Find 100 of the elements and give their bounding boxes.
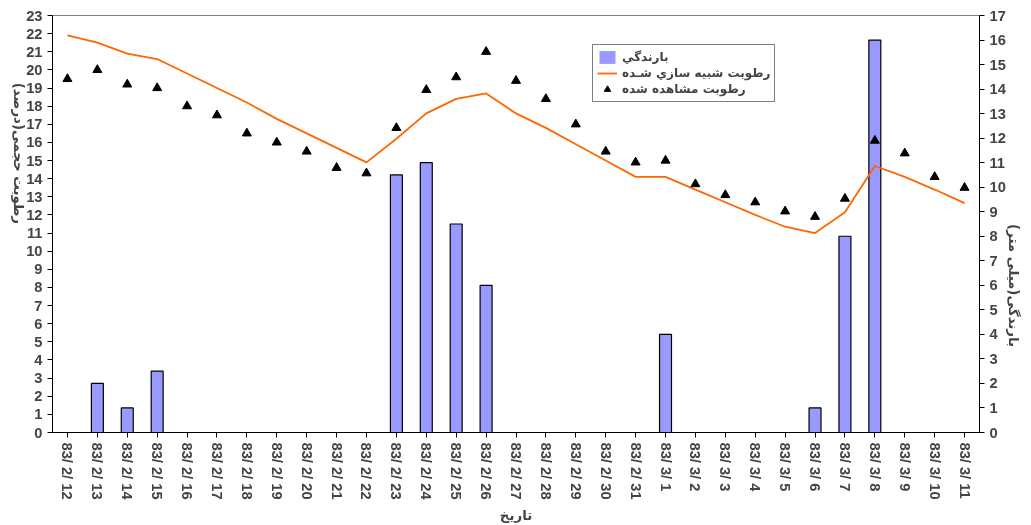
y2-tick-label: 1 [989,399,998,416]
point [929,171,940,180]
point [451,71,462,81]
y2-tick-label: 7 [989,252,998,269]
x-tick-label: 83/ 2/ 29 [567,442,584,500]
point [211,109,222,119]
y-tick-label: 3 [34,370,43,387]
x-tick-label: 83/ 2/ 15 [149,442,166,500]
legend-label: رطوبت شبيه سازي شـده [622,65,771,81]
x-tick-label: 83/ 2/ 12 [59,442,76,500]
y2-tick-label: 16 [989,32,1006,49]
point [92,64,103,73]
x-tick-label: 83/ 3/ 1 [657,442,674,492]
legend-label: بارندگي [622,49,669,65]
x-tick-label: 83/ 2/ 13 [89,442,106,500]
point [421,84,432,93]
y2-tick-label: 11 [989,154,1005,171]
y2-tick-label: 4 [989,326,999,343]
y-tick-label: 18 [26,98,43,115]
point [331,162,342,171]
y2-tick-label: 8 [989,228,998,245]
point [720,189,731,199]
y2-tick-label: 14 [989,81,1007,98]
y-tick-label: 2 [34,388,43,405]
x-tick-label: 83/ 3/ 8 [866,442,883,492]
y-tick-label: 19 [26,80,43,97]
point [750,196,761,206]
point [481,46,492,55]
y2-tick-label: 3 [989,350,998,367]
point [182,100,193,110]
x-tick-label: 83/ 3/ 10 [926,442,943,500]
x-tick-label: 83/ 2/ 22 [358,442,375,500]
x-tick-label: 83/ 2/ 21 [328,442,345,500]
legend-label: رطوبت مشاهده شده [622,81,746,97]
point [600,145,611,155]
y2-tick-label: 5 [989,301,998,318]
x-tick-label: 83/ 3/ 11 [956,442,973,499]
x-tick-label: 83/ 3/ 2 [687,442,704,492]
y2-tick-label: 0 [989,424,998,441]
x-tick-label: 83/ 2/ 17 [208,442,225,500]
y2-tick-label: 15 [989,56,1006,73]
x-tick-label: 83/ 2/ 30 [597,442,614,500]
point [690,178,701,188]
y2-tick-label: 6 [989,277,998,294]
y-tick-label: 11 [27,225,43,242]
x-tick-label: 83/ 2/ 18 [238,442,255,500]
point [899,147,910,157]
y-tick-label: 6 [34,315,43,332]
y-tick-label: 10 [26,243,43,260]
x-tick-label: 83/ 2/ 14 [119,442,136,501]
point [271,136,282,146]
point [959,182,970,191]
x-tick-label: 83/ 2/ 31 [627,442,644,500]
x-tick-label: 83/ 3/ 9 [896,442,913,492]
point [122,78,133,88]
y2-axis-title: بارندگی(میلی متر) [1006,224,1023,348]
point [540,93,551,102]
y-tick-label: 20 [26,61,43,78]
point [361,167,372,177]
point [839,192,850,202]
y2-tick-label: 9 [989,203,998,220]
x-tick-label: 83/ 3/ 5 [777,442,794,492]
y-tick-label: 14 [26,170,44,187]
y-tick-label: 17 [26,116,43,133]
y-tick-label: 12 [26,206,43,223]
y-tick-label: 4 [34,351,44,368]
line-series [66,34,966,234]
y-tick-label: 22 [26,25,43,42]
y-tick-label: 13 [26,188,43,205]
x-tick-label: 83/ 2/ 16 [179,442,196,500]
y-tick-label: 21 [26,43,43,60]
x-tick-label: 83/ 3/ 4 [747,442,764,493]
y-tick-label: 0 [34,424,43,441]
y-tick-label: 9 [34,261,43,278]
point [780,205,791,215]
x-tick-label: 83/ 2/ 23 [388,442,405,500]
x-tick-label: 83/ 2/ 19 [268,442,285,500]
y-tick-label: 23 [26,7,43,24]
y-axis-title: رطوبت حجمی(درصد) [10,82,26,225]
y2-tick-label: 2 [989,375,998,392]
y-tick-label: 7 [34,297,43,314]
y2-tick-label: 17 [989,7,1006,24]
x-tick-label: 83/ 3/ 7 [836,442,853,492]
point [301,145,312,155]
point [391,122,402,132]
point [810,211,821,220]
x-tick-label: 83/ 2/ 20 [298,442,315,500]
y2-tick-label: 12 [989,130,1006,147]
x-tick-label: 83/ 2/ 27 [508,442,524,500]
x-tick-label: 83/ 2/ 26 [478,442,495,500]
point [511,75,521,84]
x-tick-label: 83/ 2/ 24 [418,442,435,501]
y-tick-label: 5 [34,333,43,350]
point [241,127,252,137]
y-tick-label: 8 [34,279,43,296]
point [152,82,163,92]
point [62,73,73,83]
y2-tick-label: 10 [989,179,1006,196]
point [869,134,880,144]
y2-tick-label: 13 [989,105,1006,122]
